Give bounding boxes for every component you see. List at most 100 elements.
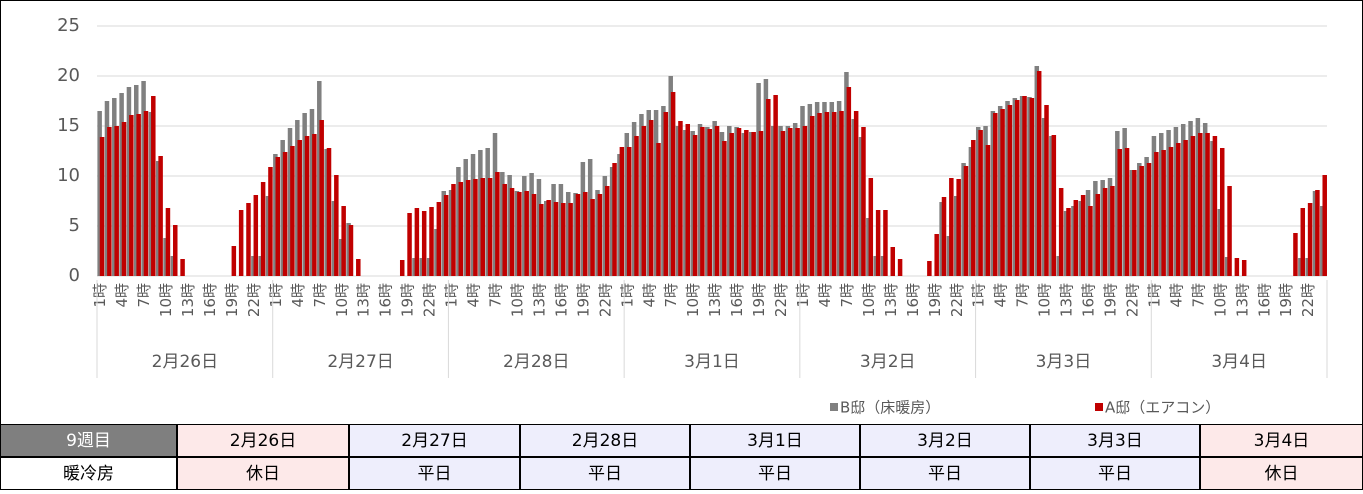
bar (500, 172, 505, 276)
bar (631, 122, 637, 276)
bar (975, 127, 981, 276)
bar (282, 152, 288, 276)
bar (604, 186, 610, 276)
bar (339, 239, 344, 276)
legend-label: A邸（エアコン） (1105, 399, 1220, 417)
bar (990, 111, 996, 276)
bar (258, 256, 263, 276)
bar (968, 147, 974, 276)
x-tick-label: 4時 (816, 283, 834, 308)
x-tick-label: 19時 (1277, 283, 1295, 317)
bar (544, 201, 549, 276)
table-text: 平日 (928, 464, 962, 484)
bar (873, 256, 878, 276)
bar (741, 133, 747, 276)
bar (1034, 66, 1040, 276)
bar (692, 135, 698, 276)
bar (1117, 149, 1122, 276)
bar (678, 121, 683, 276)
bar (551, 184, 556, 276)
bar (522, 176, 527, 276)
bar (309, 109, 315, 276)
bar (1088, 206, 1093, 276)
x-tick-label: 13時 (355, 283, 373, 317)
bar (414, 208, 420, 276)
bar (529, 173, 534, 276)
bar (795, 128, 800, 276)
bar (509, 188, 515, 276)
bar (1049, 136, 1054, 276)
bar (712, 121, 717, 276)
x-tick-label: 10時 (508, 283, 526, 317)
bar (814, 102, 820, 276)
bar (268, 167, 273, 276)
bar (126, 87, 132, 276)
x-tick-label: 19時 (926, 283, 944, 317)
x-tick-label: 19時 (750, 283, 768, 317)
table-cell (1200, 424, 1363, 457)
bar (231, 246, 237, 276)
bar (1066, 208, 1071, 276)
table-cell (177, 424, 349, 457)
x-tick-label: 4時 (1167, 283, 1185, 308)
bar (846, 87, 852, 276)
bar (1161, 150, 1166, 276)
bar (407, 213, 412, 276)
bar (246, 203, 251, 276)
table-text: 休日 (1265, 464, 1299, 484)
table-text: 9週目 (66, 431, 111, 451)
bar (1056, 256, 1062, 276)
group-label: 3月2日 (860, 352, 916, 372)
bar (163, 238, 168, 276)
bar (573, 193, 578, 276)
bar (487, 178, 493, 276)
x-tick-label: 19時 (223, 283, 241, 317)
bar (1154, 152, 1159, 276)
x-tick-label: 16時 (377, 283, 395, 317)
bar (334, 175, 339, 276)
x-tick-label: 1時 (618, 283, 636, 308)
bar (985, 145, 991, 276)
bar (1132, 170, 1137, 276)
bar (763, 79, 769, 276)
bar (1168, 147, 1174, 276)
bar (595, 190, 600, 276)
bar (129, 115, 134, 276)
bar (1298, 258, 1303, 276)
bar (253, 195, 259, 276)
bar (1012, 98, 1018, 276)
bar (1166, 130, 1171, 276)
x-tick-label: 22時 (948, 283, 966, 317)
x-tick-label: 7時 (1189, 283, 1207, 308)
x-tick-label: 1時 (794, 283, 812, 308)
bar (331, 201, 337, 276)
bar (1173, 127, 1179, 276)
bar (1151, 136, 1157, 276)
table-text: 平日 (418, 464, 452, 484)
bar (1007, 105, 1013, 276)
table-cell (690, 424, 860, 457)
x-tick-label: 13時 (882, 283, 900, 317)
bar (1205, 133, 1210, 276)
legend-swatch (1095, 403, 1103, 411)
table-cell (0, 424, 177, 457)
y-tick-label: 20 (57, 65, 80, 86)
x-tick-label: 10時 (684, 283, 702, 317)
bar (158, 156, 163, 276)
x-tick-label: 10時 (157, 283, 175, 317)
bar (1073, 200, 1079, 276)
bar (561, 203, 566, 276)
x-tick-label: 1時 (91, 283, 109, 308)
bar (1210, 141, 1215, 276)
bar (1124, 148, 1130, 276)
bar (983, 126, 988, 276)
bar (792, 123, 798, 276)
x-tick-label: 19時 (574, 283, 592, 317)
bar (326, 148, 332, 276)
bar (1198, 133, 1203, 276)
bar (280, 140, 285, 276)
bar (539, 204, 544, 276)
table-text: 休日 (246, 464, 280, 484)
bar (114, 126, 119, 276)
bar (646, 110, 652, 276)
